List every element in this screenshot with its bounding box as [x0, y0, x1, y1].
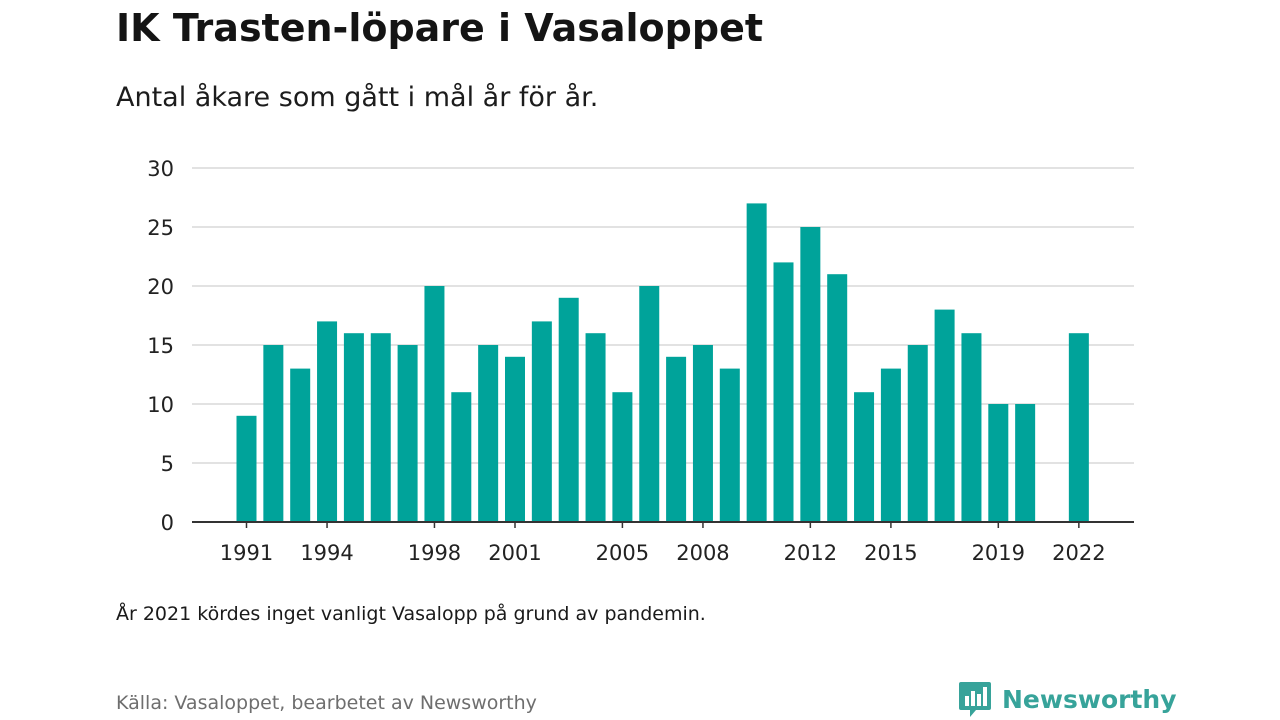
- bar-2020: [1015, 404, 1036, 522]
- bar-1995: [343, 333, 364, 522]
- x-tick-label: 1998: [408, 541, 461, 565]
- tick-labels: 0 5 10 15 20 25 30 1991 1994 1998 2001 2005 2008 2012…: [147, 157, 1105, 565]
- x-tick-label: 2015: [864, 541, 917, 565]
- bar-1991: [236, 415, 257, 522]
- bar-chart: 0 5 10 15 20 25 30 1991 1994 1998 2001 2005 2008 2012…: [147, 157, 1134, 565]
- x-tick-label: 2001: [488, 541, 541, 565]
- bar-2016: [907, 345, 928, 522]
- x-tick-label: 2005: [596, 541, 649, 565]
- bar-1997: [397, 345, 418, 522]
- bar-2003: [558, 297, 579, 522]
- y-tick-label: 30: [147, 157, 174, 181]
- bar-2014: [854, 392, 875, 522]
- bar-2009: [719, 368, 740, 522]
- chart-footnote: År 2021 kördes inget vanligt Vasalopp på…: [116, 603, 706, 625]
- bar-2010: [746, 203, 767, 522]
- bar-2022: [1068, 333, 1089, 522]
- x-tick-label: 2019: [972, 541, 1025, 565]
- source-credit: Källa: Vasaloppet, bearbetet av Newswort…: [116, 692, 537, 714]
- chart-title: IK Trasten-löpare i Vasaloppet: [116, 6, 764, 50]
- y-tick-label: 25: [147, 216, 174, 240]
- bar-2006: [639, 286, 660, 522]
- bar-2011: [773, 262, 794, 522]
- x-tick-label: 1994: [300, 541, 353, 565]
- bar-2008: [692, 345, 713, 522]
- bar-2001: [505, 356, 525, 522]
- axes: [192, 521, 1134, 528]
- bar-1993: [290, 368, 311, 522]
- y-tick-label: 10: [147, 393, 174, 417]
- y-tick-label: 5: [161, 452, 174, 476]
- bar-1998: [424, 286, 445, 522]
- y-tick-label: 0: [161, 511, 174, 535]
- newsworthy-chart-icon: [959, 682, 991, 717]
- y-tick-label: 20: [147, 275, 174, 299]
- bar-2012: [800, 227, 821, 522]
- bar-1996: [370, 333, 391, 522]
- bar-1994: [317, 321, 338, 522]
- bar-2004: [585, 333, 606, 522]
- bar-2018: [961, 333, 982, 522]
- brand-name: Newsworthy: [1002, 684, 1177, 714]
- bar-2002: [531, 321, 552, 522]
- bar-1992: [263, 345, 284, 522]
- bar-2019: [988, 404, 1009, 522]
- bar-2000: [478, 345, 499, 522]
- bar-2015: [880, 368, 901, 522]
- y-tick-label: 15: [147, 334, 174, 358]
- newsworthy-logo: Newsworthy: [958, 680, 1177, 718]
- bar-2007: [666, 356, 687, 522]
- x-tick-label: 2008: [676, 541, 729, 565]
- x-tick-label: 1991: [220, 541, 273, 565]
- bars: [236, 203, 1089, 522]
- chart-subtitle: Antal åkare som gått i mål år för år.: [116, 82, 599, 113]
- bar-2017: [934, 309, 955, 522]
- x-tick-label: 2022: [1052, 541, 1105, 565]
- x-tick-label: 2012: [784, 541, 837, 565]
- bar-2013: [827, 274, 848, 522]
- bar-2005: [612, 392, 633, 522]
- bar-1999: [451, 392, 472, 522]
